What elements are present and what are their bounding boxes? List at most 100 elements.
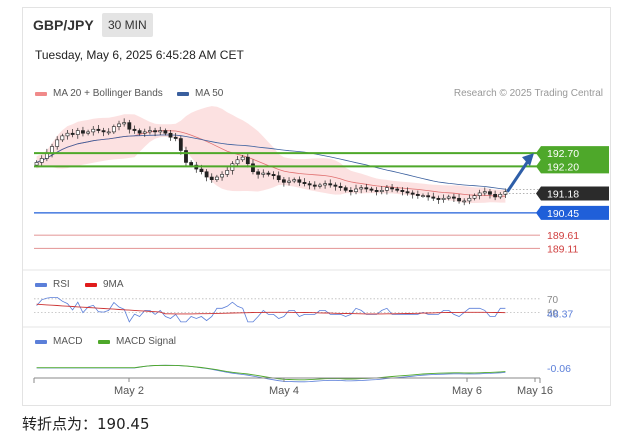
x-tick-label: May 6 <box>452 385 482 397</box>
candle-body <box>318 184 322 187</box>
candle-body <box>421 195 425 197</box>
projection-arrow-head <box>522 153 534 167</box>
candle-body <box>333 184 338 187</box>
macd-signal-swatch <box>98 339 110 344</box>
level-tag <box>536 146 609 161</box>
candle-body <box>415 193 420 196</box>
candle-body <box>328 183 333 186</box>
rsi-ma-line <box>36 303 506 315</box>
candle-body <box>251 163 255 173</box>
ma20-swatch <box>35 91 47 96</box>
candle-body <box>199 168 204 173</box>
chart-card <box>22 7 611 406</box>
ma50-line <box>36 134 506 190</box>
candle-body <box>441 197 446 200</box>
legend-rsi-ma-label: 9MA <box>103 279 124 290</box>
level-tag <box>536 205 609 220</box>
candle-body <box>173 136 178 139</box>
candle-body <box>436 197 441 200</box>
candle-body <box>426 195 431 198</box>
candle-body <box>446 196 451 199</box>
candle-body <box>106 131 111 134</box>
candle-body <box>348 190 353 192</box>
rsi-ma-swatch <box>85 282 97 287</box>
ma50-swatch <box>177 91 189 96</box>
candle-body <box>75 130 80 135</box>
candle-body <box>91 128 96 133</box>
rsi-level-label: 50 <box>547 308 559 319</box>
candle-body <box>215 176 219 180</box>
candle-body <box>81 130 85 134</box>
candle-body <box>235 159 240 165</box>
candle-body <box>410 192 415 195</box>
datetime-label: Tuesday, May 6, 2025 6:45:28 AM CET <box>35 48 244 62</box>
level-label: 191.18 <box>547 188 579 200</box>
legend-macd-signal-label: MACD Signal <box>116 336 177 347</box>
macd-swatch <box>35 339 47 344</box>
candle-body <box>493 193 498 198</box>
level-tag <box>536 159 609 174</box>
candle-body <box>338 186 343 188</box>
candle-body <box>323 183 327 186</box>
candle-body <box>287 180 291 183</box>
candle-body <box>189 162 194 166</box>
level-label: 192.70 <box>547 148 579 160</box>
candle-body <box>359 187 364 190</box>
candle-body <box>101 130 106 133</box>
candle-body <box>261 172 266 175</box>
candle-body <box>70 132 75 135</box>
candle-body <box>148 130 152 133</box>
candle-body <box>307 183 312 186</box>
legend-rsi: RSI <box>35 279 70 290</box>
candle-body <box>276 175 281 180</box>
candle-body <box>354 188 358 192</box>
candle-body <box>117 123 121 127</box>
x-tick-label: May 16 <box>517 385 553 397</box>
legend-macd-label: MACD <box>53 336 83 347</box>
candle-body <box>462 200 467 203</box>
candle-body <box>472 195 477 199</box>
candle-body <box>379 190 384 192</box>
candle-body <box>266 172 271 175</box>
candle-body <box>34 162 39 166</box>
candle-body <box>137 130 142 134</box>
candle-body <box>395 188 400 191</box>
candle-body <box>163 130 168 134</box>
candle-body <box>457 197 461 202</box>
legend-ma20: MA 20 + Bollinger Bands <box>35 88 163 99</box>
level-tag <box>536 186 609 201</box>
candle-body <box>405 191 410 194</box>
candle-body <box>369 188 374 191</box>
x-tick-label: May 4 <box>269 385 299 397</box>
candle-body <box>452 196 456 199</box>
projection-arrow-shaft <box>506 160 530 193</box>
rsi-current-label: 48.37 <box>547 309 573 321</box>
legend-ma50-label: MA 50 <box>195 88 224 99</box>
candle-body <box>220 174 224 178</box>
candle-body <box>390 187 394 190</box>
level-label: 192.20 <box>547 161 579 173</box>
legend-ma20-label: MA 20 + Bollinger Bands <box>53 88 163 99</box>
timeframe-badge[interactable]: 30 MIN <box>102 13 153 37</box>
candle-body <box>312 184 317 187</box>
pivot-footer: 转折点为：190.45 <box>22 415 150 433</box>
candle-body <box>488 191 492 195</box>
candle-body <box>482 191 487 194</box>
symbol-title: GBP/JPY <box>33 17 94 33</box>
candle-body <box>225 170 230 175</box>
candle-body <box>122 122 127 125</box>
legend-rsi-label: RSI <box>53 279 70 290</box>
x-tick-label: May 2 <box>114 385 144 397</box>
legend-ma50: MA 50 <box>177 88 223 99</box>
candle-body <box>158 130 163 133</box>
candle-body <box>400 190 405 192</box>
credit-text: Research © 2025 Trading Central <box>453 88 603 99</box>
candle-body <box>245 156 250 165</box>
candle-body <box>178 138 183 151</box>
candle-body <box>297 179 302 183</box>
rsi-line <box>36 297 506 323</box>
candle-body <box>184 150 188 163</box>
legend-rsi-ma: 9MA <box>85 279 124 290</box>
candle-body <box>385 187 389 191</box>
